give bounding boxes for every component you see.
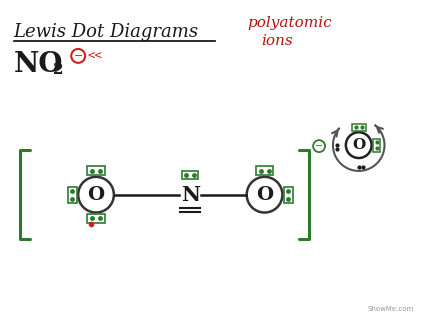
- Text: ions: ions: [261, 34, 293, 48]
- Text: O: O: [256, 186, 273, 204]
- Text: NO: NO: [14, 51, 63, 78]
- Text: 2: 2: [53, 63, 64, 77]
- Bar: [68, 187, 77, 203]
- Bar: [182, 171, 198, 179]
- Text: O: O: [87, 186, 104, 204]
- Text: N: N: [180, 185, 199, 205]
- Bar: [372, 139, 379, 152]
- Bar: [351, 124, 365, 131]
- Bar: [87, 214, 105, 223]
- Text: −: −: [73, 51, 83, 61]
- Bar: [283, 187, 292, 203]
- Text: O: O: [351, 138, 365, 152]
- Bar: [255, 166, 273, 175]
- Text: <<: <<: [87, 49, 102, 62]
- Bar: [87, 166, 105, 175]
- Text: polyatomic: polyatomic: [247, 16, 331, 30]
- Text: −: −: [314, 141, 322, 151]
- Text: ShowMe.com: ShowMe.com: [366, 306, 412, 312]
- Text: Lewis Dot Diagrams: Lewis Dot Diagrams: [14, 23, 199, 41]
